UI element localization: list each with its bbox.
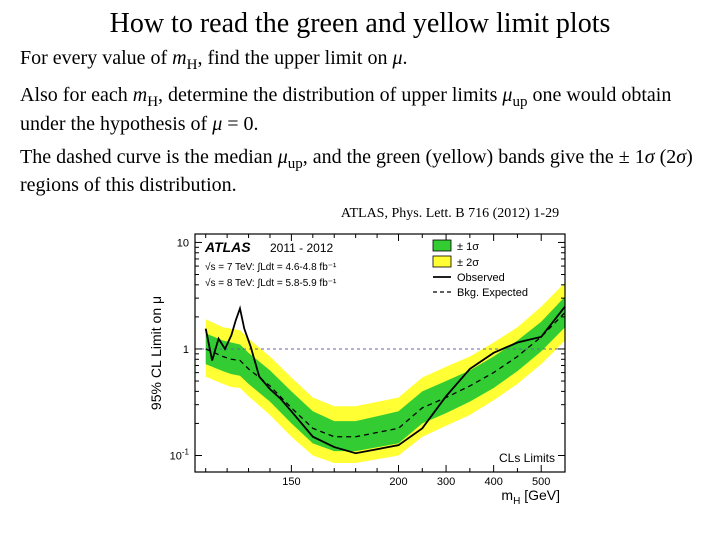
mH-m: m xyxy=(133,84,147,106)
lumi-7tev: √s = 7 TeV: ∫Ldt = 4.6-4.8 fb⁻¹ xyxy=(205,261,337,273)
svg-text:10: 10 xyxy=(177,238,189,250)
legend-label-expected: Bkg. Expected xyxy=(457,287,528,299)
chart-container: 15020030040050010-1110mH [GeV]95% CL Lim… xyxy=(0,224,720,504)
svg-text:1: 1 xyxy=(183,344,189,356)
legend-label-observed: Observed xyxy=(457,272,505,284)
legend-label-2sigma: ± 2σ xyxy=(457,257,479,269)
svg-text:300: 300 xyxy=(437,476,455,488)
band-1sigma xyxy=(206,297,565,451)
svg-text:400: 400 xyxy=(484,476,502,488)
mu: μ xyxy=(212,113,222,135)
cls-label: CLs Limits xyxy=(499,451,555,465)
mH-H: H xyxy=(187,57,198,73)
y-axis-label: 95% CL Limit on μ xyxy=(148,296,164,410)
mu-up: up xyxy=(512,94,527,110)
sigma: σ xyxy=(645,146,655,168)
text: (2 xyxy=(655,146,677,168)
x-axis-label: mH [GeV] xyxy=(501,487,560,504)
sigma: σ xyxy=(676,146,686,168)
text: , and the green (yellow) bands give the … xyxy=(303,146,645,168)
text: . xyxy=(403,47,408,69)
legend-label-1sigma: ± 1σ xyxy=(457,241,479,253)
mu: μ xyxy=(392,47,402,69)
svg-text:150: 150 xyxy=(282,476,300,488)
mH-m: m xyxy=(172,47,186,69)
svg-text:200: 200 xyxy=(389,476,407,488)
text: , determine the distribution of upper li… xyxy=(158,84,502,106)
legend-swatch-2sigma xyxy=(433,256,451,267)
paragraph-3: The dashed curve is the median μup, and … xyxy=(20,145,700,199)
text: Also for each xyxy=(20,84,133,106)
detector-label: ATLAS xyxy=(204,239,251,255)
mu-up: up xyxy=(288,156,303,172)
mu: μ xyxy=(278,146,288,168)
paragraph-2: Also for each mH, determine the distribu… xyxy=(20,83,700,137)
mu: μ xyxy=(502,84,512,106)
page-title: How to read the green and yellow limit p… xyxy=(0,8,720,40)
citation: ATLAS, Phys. Lett. B 716 (2012) 1-29 xyxy=(180,206,720,222)
limit-chart: 15020030040050010-1110mH [GeV]95% CL Lim… xyxy=(145,224,575,504)
svg-text:10-1: 10-1 xyxy=(170,448,190,463)
text: , find the upper limit on xyxy=(197,47,392,69)
lumi-8tev: √s = 8 TeV: ∫Ldt = 5.8-5.9 fb⁻¹ xyxy=(205,277,337,289)
mH-H: H xyxy=(147,94,158,110)
years-label: 2011 - 2012 xyxy=(270,241,333,255)
text: For every value of xyxy=(20,47,172,69)
text: = 0. xyxy=(222,113,258,135)
paragraph-1: For every value of mH, find the upper li… xyxy=(20,46,700,75)
legend-swatch-1sigma xyxy=(433,240,451,251)
text: The dashed curve is the median xyxy=(20,146,278,168)
